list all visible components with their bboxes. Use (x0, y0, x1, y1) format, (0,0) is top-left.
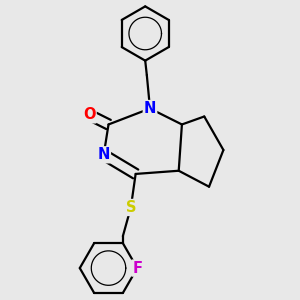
Text: O: O (83, 107, 96, 122)
Text: N: N (144, 101, 156, 116)
Text: S: S (126, 200, 136, 215)
Text: N: N (98, 147, 110, 162)
Text: F: F (132, 261, 142, 276)
